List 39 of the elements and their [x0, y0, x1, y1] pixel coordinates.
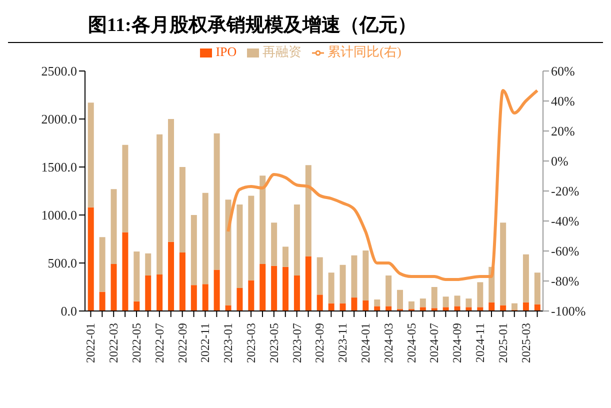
y-tick-label: 2500.0: [41, 64, 77, 79]
legend-label: 累计同比(右): [328, 44, 402, 59]
legend-label: 再融资: [262, 44, 302, 59]
x-tick-label: 2023-05: [266, 323, 281, 363]
x-tick-label: 2022-09: [175, 323, 190, 363]
x-tick-label: 2022-07: [152, 323, 166, 363]
x-tick-label: 2023-07: [290, 323, 304, 363]
x-tick-label: 2022-01: [84, 323, 98, 363]
x-tick-label: 2025-03: [518, 323, 533, 363]
y2-tick-label: 0%: [551, 154, 568, 169]
x-tick-label: 2024-07: [427, 323, 442, 363]
x-tick-label: 2023-03: [244, 323, 258, 363]
x-tick-label: 2022-03: [106, 323, 121, 363]
y2-tick-label: 40%: [551, 94, 575, 109]
y2-tick-label: -20%: [551, 184, 580, 199]
y-tick-label: 1500.0: [41, 160, 77, 175]
y-tick-label: 0.0: [60, 304, 77, 319]
x-tick-label: 2023-09: [312, 323, 327, 363]
y2-tick-label: -100%: [551, 304, 586, 319]
y2-tick-label: -40%: [551, 214, 580, 229]
y2-tick-label: 20%: [551, 124, 575, 139]
x-tick-label: 2023-11: [336, 323, 350, 363]
y2-tick-label: -80%: [551, 274, 580, 289]
x-tick-label: 2022-11: [198, 323, 212, 363]
y-tick-label: 500.0: [48, 256, 77, 271]
y-tick-label: 2000.0: [41, 112, 77, 127]
y-tick-label: 1000.0: [41, 208, 77, 223]
x-tick-label: 2025-01: [496, 323, 510, 363]
chart-title: 图11:各月股权承销规模及增速（亿元）: [8, 8, 603, 43]
x-tick-label: 2024-03: [381, 323, 396, 363]
x-tick-label: 2022-05: [130, 323, 144, 363]
x-tick-label: 2024-11: [473, 323, 488, 363]
x-tick-label: 2024-01: [358, 323, 373, 363]
x-tick-label: 2023-01: [221, 323, 236, 363]
y2-tick-label: -60%: [551, 244, 580, 259]
y2-tick-label: 60%: [551, 64, 575, 79]
x-tick-label: 2024-05: [404, 323, 418, 363]
x-tick-label: 2024-09: [450, 323, 464, 363]
legend-label: IPO: [216, 44, 237, 59]
